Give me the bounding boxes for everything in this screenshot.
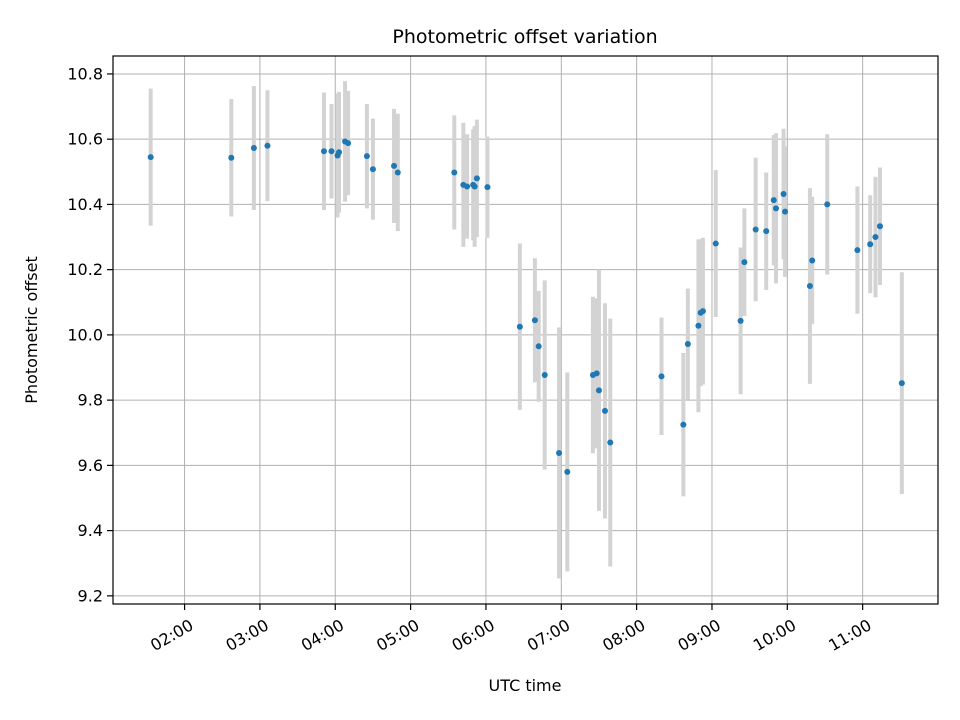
data-point: [464, 183, 471, 190]
data-point: [898, 380, 905, 387]
plot-frame: [112, 55, 939, 605]
data-point: [328, 148, 335, 155]
data-point: [737, 317, 744, 324]
data-point: [763, 228, 770, 235]
data-point: [451, 169, 458, 176]
data-point: [473, 175, 480, 182]
data-point: [854, 247, 861, 254]
y-tick-label: 9.2: [78, 586, 103, 605]
data-point: [695, 322, 702, 329]
data-point: [320, 148, 327, 155]
data-point: [147, 154, 154, 161]
data-point: [535, 343, 542, 350]
y-tick-label: 10.2: [67, 260, 103, 279]
data-point: [484, 184, 491, 191]
data-point: [782, 208, 789, 215]
data-point: [773, 205, 780, 212]
data-point: [595, 387, 602, 394]
grid: [113, 56, 938, 604]
data-point: [541, 372, 548, 379]
y-tick-label: 10.8: [67, 64, 103, 83]
data-point: [607, 439, 614, 446]
data-points: [147, 138, 905, 475]
data-point: [824, 201, 831, 208]
data-point: [394, 169, 401, 176]
data-point: [741, 259, 748, 266]
data-point: [228, 154, 235, 161]
data-point: [345, 140, 352, 147]
x-axis-label: UTC time: [489, 676, 562, 695]
y-tick-label: 9.8: [78, 391, 103, 410]
data-point: [780, 190, 787, 197]
data-point: [556, 449, 563, 456]
data-point: [752, 226, 759, 233]
data-point: [264, 142, 271, 149]
data-point: [809, 257, 816, 264]
data-point: [593, 370, 600, 377]
data-point: [680, 421, 687, 428]
data-point: [872, 234, 879, 241]
data-point: [658, 373, 665, 380]
data-point: [250, 144, 257, 151]
y-tick-label: 10.6: [67, 130, 103, 149]
y-axis-ticks: 9.2 9.4 9.6 9.8 10.0 10.2 10.4 10.6 10.8: [67, 64, 113, 605]
y-axis-label: Photometric offset: [22, 256, 41, 404]
data-point: [684, 341, 691, 348]
data-point: [699, 308, 706, 315]
data-point: [601, 407, 608, 414]
data-point: [516, 323, 523, 330]
data-point: [770, 197, 777, 204]
data-point: [471, 183, 478, 190]
y-tick-label: 9.4: [78, 521, 103, 540]
data-point: [806, 282, 813, 289]
data-point: [363, 153, 370, 160]
plot-area: [113, 56, 938, 604]
y-tick-label: 10.0: [67, 325, 103, 344]
y-tick-label: 10.4: [67, 195, 103, 214]
data-point: [391, 162, 398, 169]
data-point: [712, 240, 719, 247]
data-point: [564, 468, 571, 475]
data-point: [531, 317, 538, 324]
chart-title: Photometric offset variation: [392, 26, 657, 48]
data-point: [336, 149, 343, 156]
data-point: [369, 166, 376, 173]
data-point: [876, 223, 883, 230]
y-tick-label: 9.6: [78, 456, 103, 475]
data-point: [867, 241, 874, 248]
